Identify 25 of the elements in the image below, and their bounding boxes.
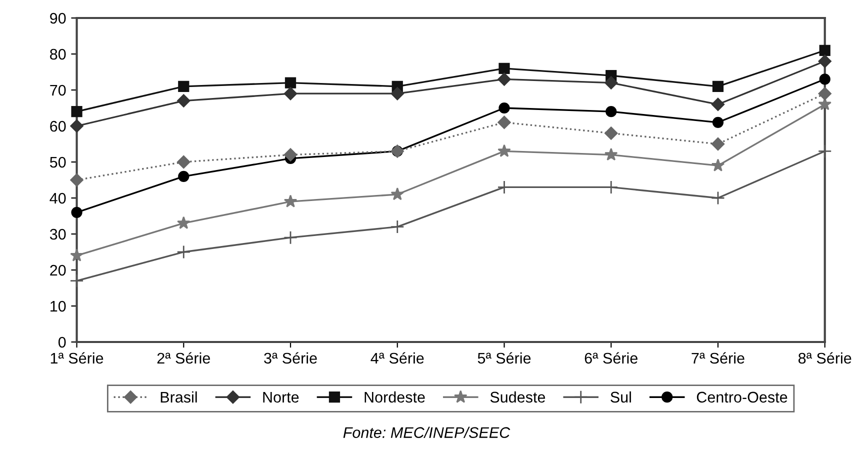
legend-label: Sul xyxy=(610,391,631,403)
x-tick-label: 5ª Série xyxy=(478,352,531,364)
y-tick-label: 60 xyxy=(50,120,66,132)
y-tick-label: 90 xyxy=(50,12,66,24)
legend-label: Brasil xyxy=(160,391,197,403)
x-tick-label: 3ª Série xyxy=(264,352,317,364)
x-tick-label: 4ª Série xyxy=(370,352,424,364)
legend-label: Centro-Oeste xyxy=(696,392,788,403)
legend-label: Nordeste xyxy=(364,391,425,403)
legend-label: Sudeste xyxy=(490,391,546,403)
y-tick-label: 70 xyxy=(50,84,66,96)
source-note: Fonte: MEC/INEP/SEEC xyxy=(343,426,510,438)
y-tick-label: 20 xyxy=(50,264,66,276)
x-tick-label: 7ª Série xyxy=(692,352,744,364)
x-tick-label: 2ª Série xyxy=(157,352,210,364)
y-tick-label: 30 xyxy=(50,228,66,240)
x-tick-label: 6ª Série xyxy=(584,352,638,364)
y-tick-label: 80 xyxy=(50,48,66,60)
y-tick-label: 40 xyxy=(50,192,66,204)
legend-label: Norte xyxy=(263,392,299,403)
y-tick-label: 10 xyxy=(50,300,66,312)
x-tick-label: 1ª Série xyxy=(50,352,104,364)
y-tick-label: 50 xyxy=(50,156,66,168)
x-tick-label: 8ª Série xyxy=(798,352,852,364)
y-tick-label: 0 xyxy=(58,336,66,348)
